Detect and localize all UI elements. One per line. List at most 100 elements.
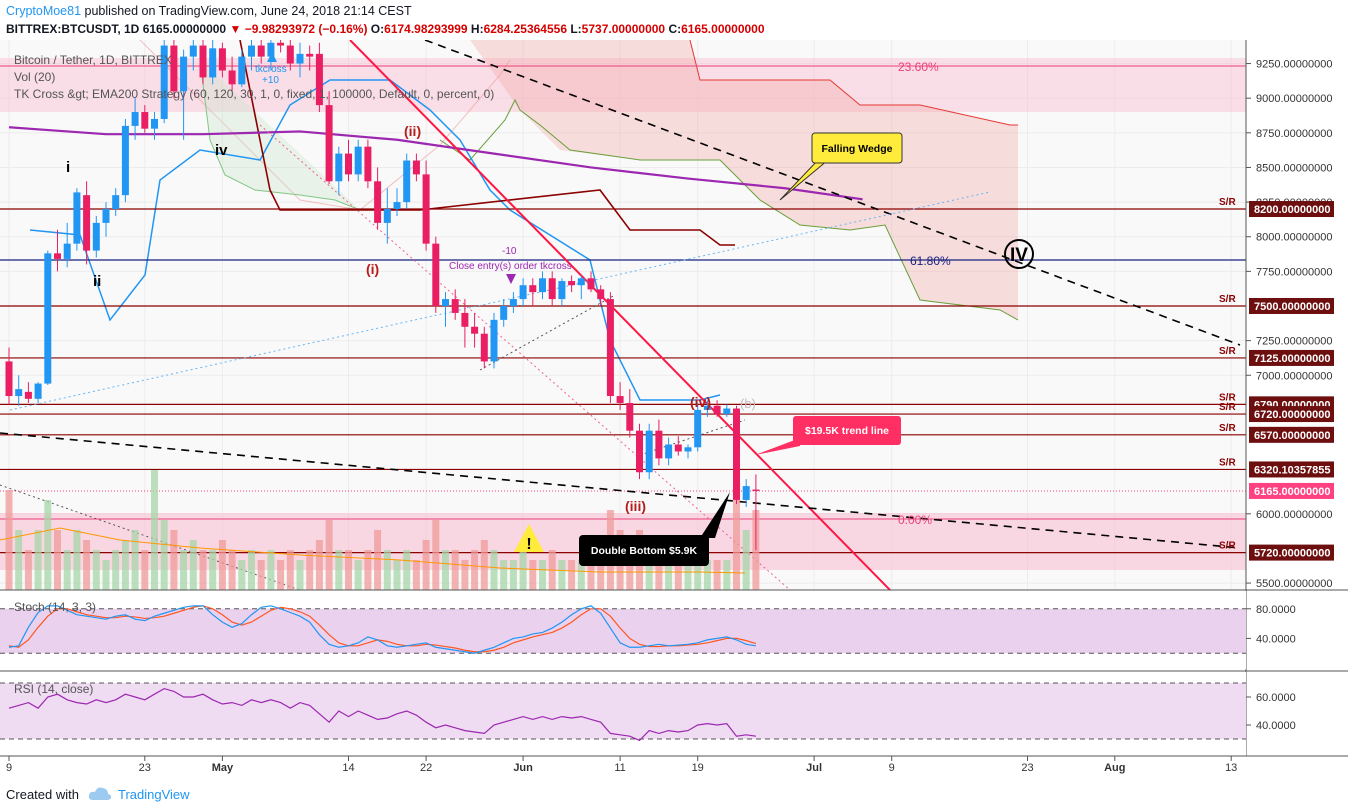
candle-body: [490, 319, 498, 362]
sell-arrow-icon: [506, 274, 516, 284]
buy-arrow-icon: [267, 52, 277, 62]
candle-body: [141, 112, 149, 129]
price-tag: [1249, 544, 1334, 561]
candle-body: [15, 389, 23, 397]
trend-line-callout[interactable]: [793, 416, 901, 445]
x-tick-label: Aug: [1104, 762, 1125, 774]
candle-body: [558, 281, 566, 300]
volume-bar: [180, 550, 188, 590]
candle-body: [548, 278, 556, 300]
price-tag: [1249, 482, 1334, 499]
price-tag-label: 5720.00000000: [1254, 548, 1330, 560]
volume-ma: [0, 527, 746, 574]
stoch-tick-label: 80.0000: [1256, 604, 1296, 616]
double-bottom-pointer: [700, 492, 730, 538]
tradingview-logo[interactable]: TradingView: [88, 785, 190, 804]
candle-body: [151, 118, 158, 129]
close-value: 6165.00000000: [681, 22, 765, 36]
stoch-k-line: [8, 605, 756, 654]
volume-bar: [325, 520, 333, 590]
cloud-green: [199, 59, 361, 211]
wave-p-iii-label: (iii): [625, 498, 646, 514]
y-tick-label: 7000.00000000: [1256, 370, 1332, 382]
author-link[interactable]: CryptoMoe81: [6, 4, 82, 18]
price-tags: 8200.00000000 7500.00000000 7125.00000000 6…: [1249, 201, 1334, 561]
x-tick-label: 11: [614, 762, 625, 774]
volume-bar: [277, 560, 285, 590]
volume-bar: [131, 530, 139, 590]
candle-body: [345, 153, 352, 175]
tradingview-name: TradingView: [118, 787, 190, 802]
price-tag: [1249, 349, 1334, 366]
time-axis[interactable]: 9 23 May 14 22 Jun 11 19 Jul 9 23 Aug 13: [6, 756, 1237, 774]
volume-bar: [238, 560, 246, 590]
y-tick-label: 9250.00000000: [1256, 59, 1332, 71]
candle-body: [24, 391, 32, 399]
stoch-d-line: [8, 605, 757, 653]
legend-rsi: RSI (14, close): [14, 682, 93, 696]
x-tick-label: 13: [1225, 762, 1237, 774]
volume-bar: [63, 550, 71, 590]
y-tick-label: 8750.00000000: [1256, 128, 1332, 140]
volume-bar: [471, 550, 479, 590]
candle-body: [451, 299, 459, 313]
warning-mark: !: [526, 536, 531, 553]
candle-body: [606, 299, 614, 397]
low-label: L:: [570, 22, 582, 36]
volume-bar: [539, 560, 546, 590]
price-tag-label: 6320.10357855: [1254, 464, 1330, 476]
y-tick-label: 7750.00000000: [1256, 266, 1332, 278]
x-tick-label: 23: [1021, 762, 1033, 774]
dotted-channel-b: [639, 419, 746, 456]
candle-body: [238, 56, 246, 85]
volume-bar: [674, 560, 682, 590]
candle-body: [626, 402, 634, 431]
candle-body: [723, 408, 731, 415]
red-trend-line: [349, 40, 891, 590]
candle-body: [403, 160, 411, 203]
volume-bar: [723, 560, 731, 590]
fib-zone-top: [0, 58, 1246, 112]
price-chart[interactable]: S/RS/RS/RS/RS/RS/RS/RS/R 23.60% 61.80% 0…: [0, 40, 1348, 781]
ichimoku-cloud: [120, 40, 1018, 320]
wave-p-i-label: (i): [366, 261, 379, 277]
candle-body: [519, 285, 527, 300]
volume-bar: [44, 500, 52, 590]
volume-bar: [558, 560, 566, 590]
volume-bar: [218, 540, 226, 590]
volume-bar: [54, 530, 61, 590]
sr-text: S/R: [1219, 541, 1236, 552]
cloud-lower-edge: [439, 98, 1019, 321]
rsi-axis: 60.0000 40.0000: [1246, 692, 1296, 732]
volume-bar: [442, 550, 449, 590]
volume-bar: [335, 550, 343, 590]
volume-bar: [15, 530, 23, 590]
candle-body: [393, 202, 401, 210]
price-tag: [1249, 406, 1334, 423]
falling-wedge-callout[interactable]: [811, 132, 903, 164]
volume-bar: [509, 560, 517, 590]
volume-bar: [354, 560, 362, 590]
sr-lines: [0, 208, 1246, 554]
candle-body: [44, 253, 52, 384]
volume-bar: [742, 530, 750, 590]
candle-body: [374, 181, 382, 223]
y-tick-label: 8500.00000000: [1256, 162, 1332, 174]
falling-wedge-text: Falling Wedge: [822, 143, 893, 155]
volume-bar: [5, 490, 13, 590]
candle-body: [713, 405, 721, 415]
candle-body: [694, 409, 702, 448]
double-bottom-callout[interactable]: [579, 535, 709, 566]
x-tick-label: May: [212, 762, 234, 774]
wave-IV-circle: [1004, 239, 1034, 269]
candles: [5, 40, 760, 551]
sr-text: S/R: [1219, 197, 1236, 208]
ohlc-line: BITTREX:BTCUSDT, 1D 6165.00000000 ▼ −9.9…: [6, 22, 765, 36]
candle-body: [500, 305, 508, 320]
fib-000-label: 0.00%: [898, 513, 932, 527]
price-tag-label: 6570.00000000: [1254, 430, 1330, 442]
volume-bar: [92, 550, 100, 590]
volume-bar: [383, 550, 391, 590]
stoch-tick-label: 40.0000: [1256, 633, 1296, 645]
main-pane[interactable]: [0, 40, 1246, 590]
